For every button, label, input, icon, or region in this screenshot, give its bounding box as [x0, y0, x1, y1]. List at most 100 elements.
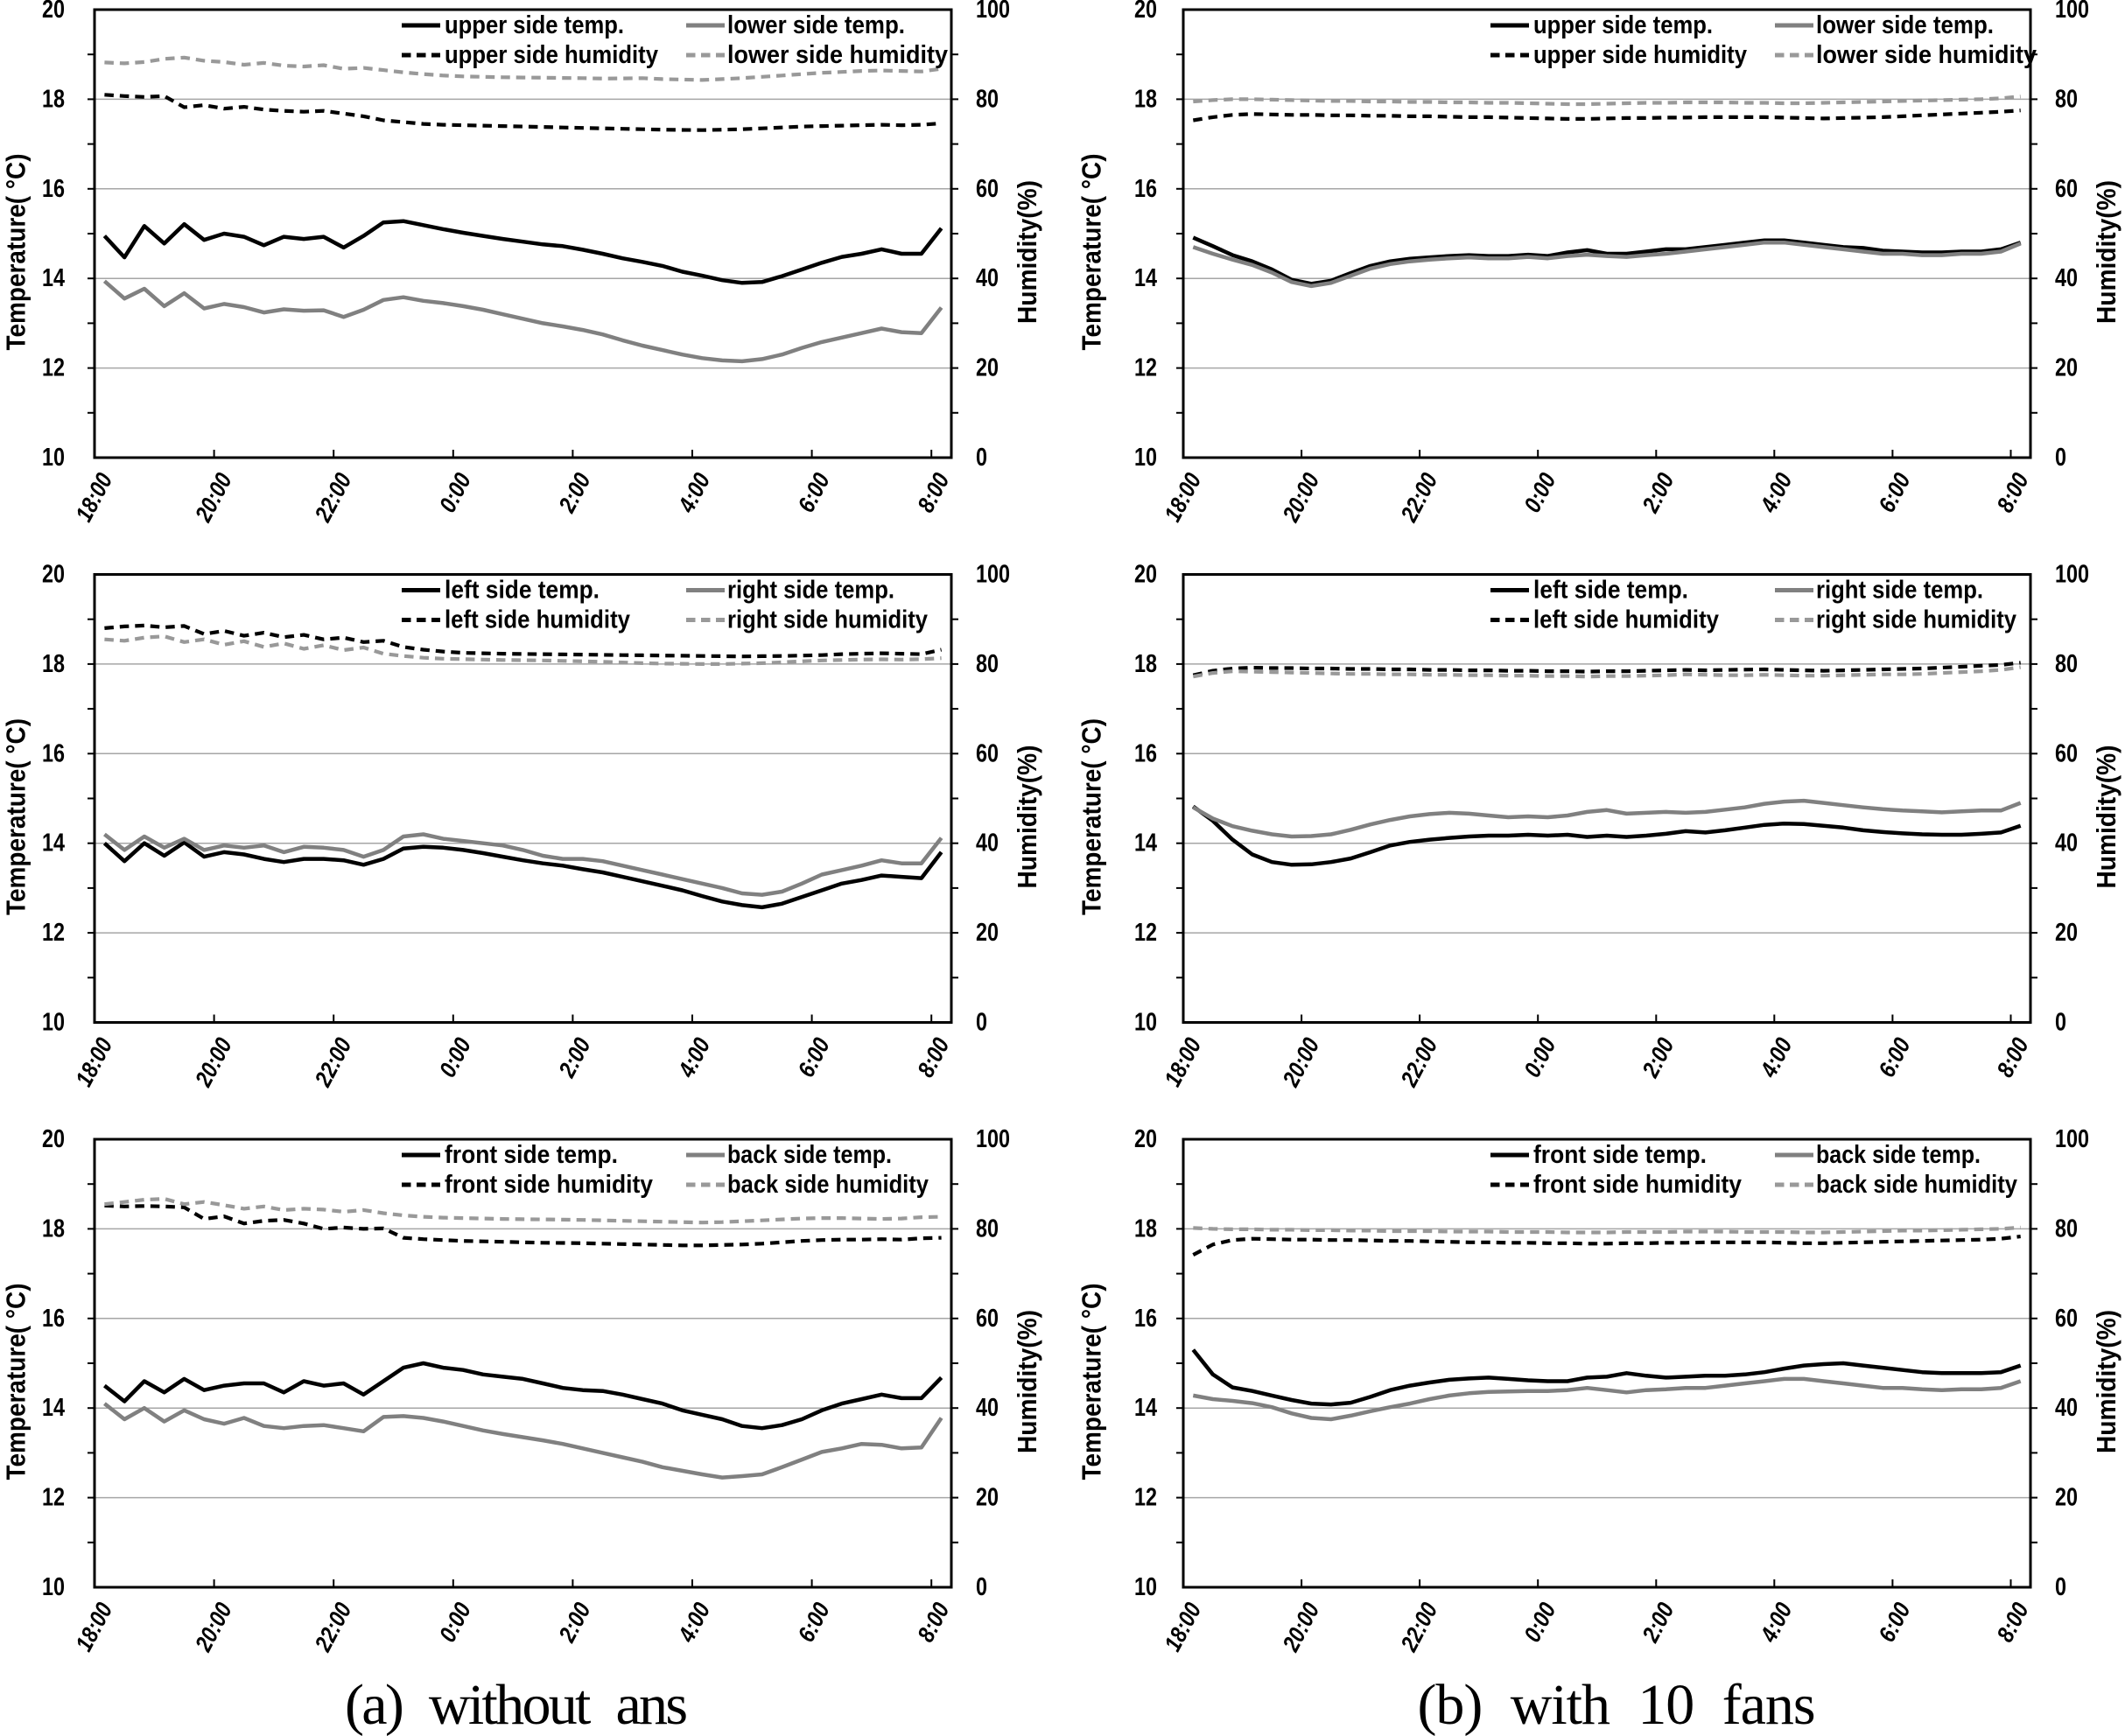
svg-text:20: 20: [42, 1125, 65, 1153]
svg-text:18: 18: [1134, 1214, 1157, 1242]
svg-text:80: 80: [2055, 85, 2078, 113]
svg-text:40: 40: [2055, 830, 2078, 858]
svg-text:40: 40: [976, 830, 999, 858]
svg-text:Humidity(%): Humidity(%): [2091, 1310, 2121, 1453]
svg-text:14: 14: [42, 830, 65, 858]
svg-text:60: 60: [976, 175, 999, 203]
svg-text:left side humidity: left side humidity: [1533, 606, 1719, 634]
svg-text:100: 100: [976, 1125, 1010, 1153]
svg-text:20: 20: [976, 919, 999, 947]
svg-text:20: 20: [1134, 1125, 1157, 1153]
svg-text:Temperature( °C): Temperature( °C): [1077, 718, 1107, 915]
svg-text:Temperature( °C): Temperature( °C): [1077, 1284, 1107, 1480]
svg-text:40: 40: [976, 264, 999, 292]
svg-text:16: 16: [1134, 739, 1157, 767]
svg-text:lower side humidity: lower side humidity: [1816, 41, 2037, 69]
svg-text:18: 18: [1134, 650, 1157, 678]
svg-text:18: 18: [42, 1214, 65, 1242]
svg-text:60: 60: [976, 1305, 999, 1333]
svg-text:Humidity(%): Humidity(%): [1012, 1310, 1042, 1453]
svg-text:14: 14: [1134, 1394, 1157, 1422]
svg-text:12: 12: [42, 919, 65, 947]
svg-text:60: 60: [976, 739, 999, 767]
svg-text:12: 12: [1134, 919, 1157, 947]
svg-text:0: 0: [976, 1009, 987, 1037]
svg-text:back side temp.: back side temp.: [1816, 1141, 1981, 1169]
svg-text:12: 12: [42, 354, 65, 382]
svg-text:back side temp.: back side temp.: [727, 1141, 892, 1169]
svg-text:Humidity(%): Humidity(%): [2091, 180, 2121, 324]
svg-text:20: 20: [1134, 0, 1157, 24]
svg-text:0: 0: [976, 1573, 987, 1601]
svg-text:14: 14: [1134, 830, 1157, 858]
svg-text:front side humidity: front side humidity: [1533, 1171, 1742, 1199]
svg-text:16: 16: [42, 175, 65, 203]
svg-text:right side humidity: right side humidity: [727, 606, 928, 634]
svg-text:14: 14: [1134, 264, 1157, 292]
svg-text:right side temp.: right side temp.: [1816, 577, 1983, 605]
svg-text:20: 20: [1134, 561, 1157, 589]
svg-text:40: 40: [976, 1394, 999, 1422]
svg-text:16: 16: [1134, 175, 1157, 203]
svg-text:lower side humidity: lower side humidity: [727, 41, 948, 69]
svg-text:10: 10: [1134, 444, 1157, 472]
svg-text:20: 20: [42, 0, 65, 24]
svg-text:100: 100: [2055, 561, 2089, 589]
svg-text:right side temp.: right side temp.: [727, 577, 894, 605]
svg-text:80: 80: [2055, 650, 2078, 678]
svg-text:(a) without ans: (a) without ans: [345, 1673, 688, 1736]
svg-text:upper side temp.: upper side temp.: [1533, 11, 1713, 39]
svg-text:16: 16: [42, 739, 65, 767]
svg-text:10: 10: [42, 1573, 65, 1601]
svg-text:100: 100: [976, 0, 1010, 24]
svg-text:Temperature( °C): Temperature( °C): [1077, 154, 1107, 351]
svg-text:0: 0: [2055, 1009, 2066, 1037]
svg-text:12: 12: [1134, 354, 1157, 382]
svg-text:Temperature( °C): Temperature( °C): [1, 154, 32, 351]
svg-text:20: 20: [976, 354, 999, 382]
svg-text:18: 18: [1134, 85, 1157, 113]
svg-text:Humidity(%): Humidity(%): [1012, 180, 1042, 324]
svg-text:20: 20: [976, 1484, 999, 1512]
svg-text:16: 16: [42, 1305, 65, 1333]
svg-text:left side temp.: left side temp.: [445, 577, 600, 605]
svg-text:(b) with 10 fans: (b) with 10 fans: [1418, 1673, 1816, 1736]
svg-text:100: 100: [2055, 0, 2089, 24]
svg-text:16: 16: [1134, 1305, 1157, 1333]
svg-text:80: 80: [2055, 1214, 2078, 1242]
svg-text:80: 80: [976, 85, 999, 113]
svg-text:0: 0: [2055, 444, 2066, 472]
svg-text:front side temp.: front side temp.: [445, 1141, 618, 1169]
svg-text:10: 10: [1134, 1009, 1157, 1037]
svg-text:back side humidity: back side humidity: [727, 1171, 929, 1199]
svg-text:upper side humidity: upper side humidity: [445, 41, 658, 69]
svg-text:0: 0: [976, 444, 987, 472]
svg-text:20: 20: [2055, 919, 2078, 947]
svg-text:100: 100: [976, 561, 1010, 589]
svg-text:14: 14: [42, 264, 65, 292]
svg-text:60: 60: [2055, 739, 2078, 767]
svg-text:Temperature( °C): Temperature( °C): [1, 718, 32, 915]
svg-text:14: 14: [42, 1394, 65, 1422]
svg-text:front side humidity: front side humidity: [445, 1171, 653, 1199]
svg-text:60: 60: [2055, 1305, 2078, 1333]
svg-text:lower side temp.: lower side temp.: [727, 11, 905, 39]
svg-text:0: 0: [2055, 1573, 2066, 1601]
svg-text:Humidity(%): Humidity(%): [1012, 746, 1042, 889]
svg-text:60: 60: [2055, 175, 2078, 203]
svg-text:100: 100: [2055, 1125, 2089, 1153]
svg-text:18: 18: [42, 650, 65, 678]
svg-text:lower side temp.: lower side temp.: [1816, 11, 1994, 39]
svg-text:right side humidity: right side humidity: [1816, 606, 2016, 634]
svg-text:20: 20: [2055, 354, 2078, 382]
svg-text:10: 10: [1134, 1573, 1157, 1601]
svg-text:80: 80: [976, 650, 999, 678]
svg-text:20: 20: [42, 561, 65, 589]
svg-text:Humidity(%): Humidity(%): [2091, 746, 2121, 889]
svg-text:18: 18: [42, 85, 65, 113]
svg-text:20: 20: [2055, 1484, 2078, 1512]
svg-text:left side humidity: left side humidity: [445, 606, 630, 634]
svg-text:80: 80: [976, 1214, 999, 1242]
svg-text:front side temp.: front side temp.: [1533, 1141, 1707, 1169]
svg-text:upper side temp.: upper side temp.: [445, 11, 624, 39]
